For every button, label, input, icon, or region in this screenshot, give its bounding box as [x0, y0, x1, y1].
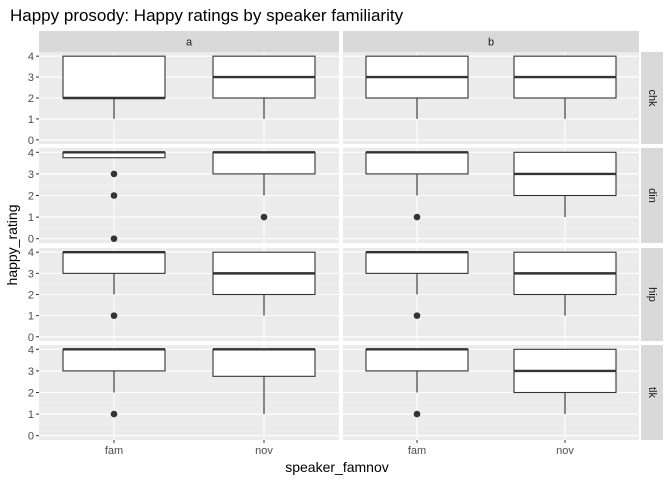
x-tick-label: nov: [255, 445, 273, 457]
facet-strip-row: [641, 148, 663, 243]
box-iqr: [62, 251, 166, 274]
x-tick-label: fam: [105, 445, 123, 457]
boxplot-a-chk-nov: [212, 55, 316, 119]
y-tick-label: 2: [28, 290, 34, 302]
outlier-point: [260, 213, 268, 221]
y-tick-label: 3: [28, 268, 34, 280]
y-tick-label: 4: [28, 147, 34, 159]
y-tick-label: 1: [28, 212, 34, 224]
y-tick-label: 1: [28, 409, 34, 421]
facet-strip-label: tlk: [646, 387, 658, 399]
boxplot-a-hip-nov: [212, 251, 316, 316]
boxplot-b-hip-nov: [513, 251, 617, 316]
x-axis-title: speaker_famnov: [285, 459, 389, 475]
y-tick-label: 3: [28, 366, 34, 378]
box-iqr: [365, 348, 469, 372]
outlier-point: [110, 410, 118, 418]
y-axis-title: happy_rating: [4, 205, 20, 286]
facet-strip-label: b: [488, 37, 494, 49]
boxplot-b-din-nov: [513, 151, 617, 218]
boxplot-b-chk-fam: [365, 55, 469, 119]
y-tick-label: 4: [28, 51, 34, 63]
boxplot-a-tlk-nov: [212, 348, 316, 415]
boxplot-b-chk-nov: [513, 55, 617, 119]
box-iqr: [212, 348, 316, 377]
facet-strip-label: hip: [646, 287, 658, 302]
outlier-point: [413, 410, 421, 418]
boxplot-a-tlk-fam: [62, 348, 166, 418]
x-tick-label: nov: [556, 445, 574, 457]
facet-strip-row: [641, 52, 663, 144]
y-tick-label: 0: [28, 135, 34, 147]
y-tick-label: 0: [28, 234, 34, 246]
y-tick-label: 3: [28, 169, 34, 181]
outlier-point: [110, 170, 118, 178]
facet-strip-column: [39, 31, 339, 52]
outlier-point: [413, 312, 421, 319]
facet-strip-row: [641, 345, 663, 440]
boxplot-b-tlk-fam: [365, 348, 469, 418]
y-tick-label: 2: [28, 93, 34, 105]
box-iqr: [365, 251, 469, 274]
boxplot-a-din-fam: [62, 151, 166, 242]
boxplot-a-chk-fam: [62, 55, 166, 119]
box-iqr: [212, 151, 316, 175]
outlier-point: [413, 213, 421, 221]
boxplot-b-tlk-nov: [513, 348, 617, 415]
boxplot-a-hip-fam: [62, 251, 166, 319]
box-iqr: [62, 348, 166, 372]
facet-strip-label: din: [646, 188, 658, 203]
box-iqr: [62, 55, 166, 99]
y-tick-label: 2: [28, 191, 34, 203]
boxplot-b-din-fam: [365, 151, 469, 221]
x-tick-label: fam: [408, 445, 426, 457]
outlier-point: [110, 312, 118, 319]
facet-strip-label: a: [186, 37, 193, 49]
y-tick-label: 4: [28, 247, 34, 259]
facet-strip-row: [641, 248, 663, 341]
outlier-point: [110, 192, 118, 199]
outlier-point: [110, 235, 118, 242]
chart-title: Happy prosody: Happy ratings by speaker …: [10, 6, 404, 25]
y-tick-label: 1: [28, 311, 34, 323]
y-tick-label: 3: [28, 72, 34, 84]
y-tick-label: 1: [28, 114, 34, 126]
facet-strip-label: chk: [646, 89, 658, 107]
facet-strip-column: [343, 31, 639, 52]
y-tick-label: 0: [28, 332, 34, 344]
box-iqr: [365, 151, 469, 175]
y-tick-label: 0: [28, 431, 34, 443]
y-tick-label: 2: [28, 388, 34, 400]
y-tick-label: 4: [28, 344, 34, 356]
boxplot-b-hip-fam: [365, 251, 469, 319]
boxplot-a-din-nov: [212, 151, 316, 221]
